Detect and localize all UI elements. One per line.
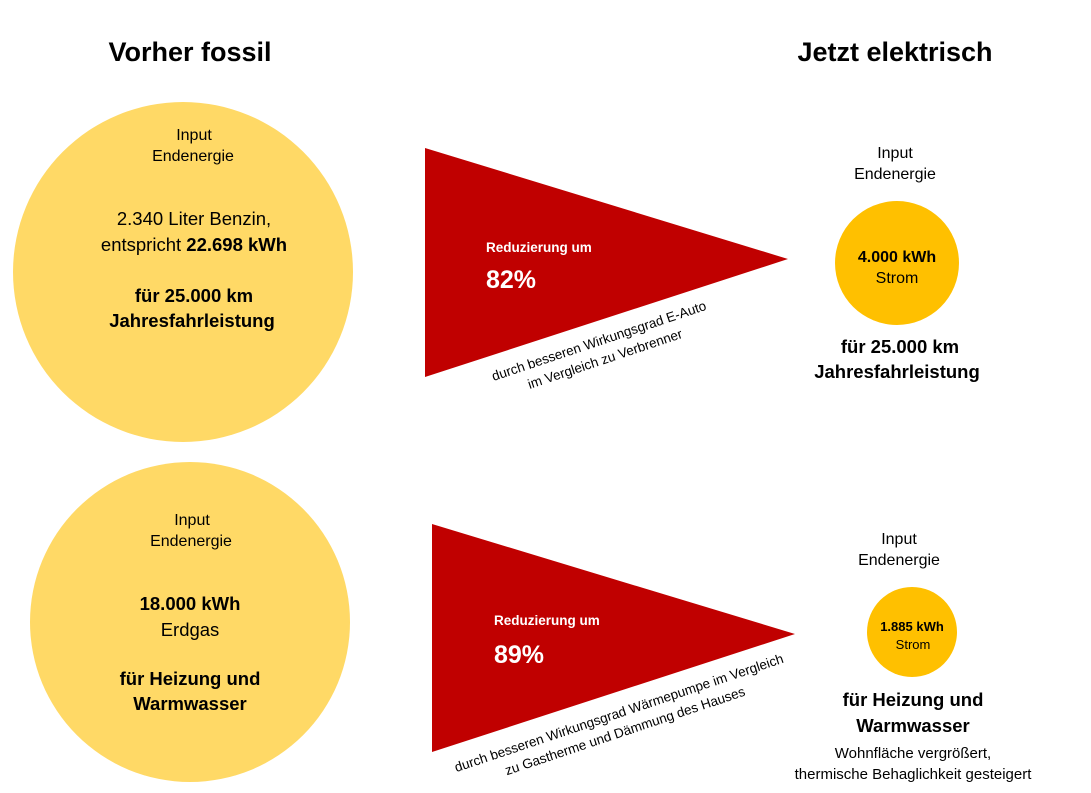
reduction-label: Reduzierung um — [486, 239, 592, 255]
input-label-sub: Endenergie — [152, 148, 234, 165]
purpose-line-1: für Heizung und — [119, 667, 261, 689]
reduction-label: Reduzierung um — [494, 612, 600, 628]
heating-shapes — [30, 462, 957, 782]
purpose-line-2: Warmwasser — [133, 692, 247, 714]
purpose-line-2: Jahresfahrleistung — [109, 309, 275, 331]
fossil-heating-energy-circle — [30, 462, 350, 782]
heating-reduction-triangle — [432, 524, 795, 752]
input-label-sub: Endenergie — [150, 533, 232, 550]
input-label: Input — [174, 512, 210, 529]
electric-heating-energy-circle — [867, 587, 957, 677]
heading-after: Jetzt elektrisch — [797, 37, 993, 67]
purpose-line-1: für Heizung und — [842, 688, 984, 710]
energy-carrier: Erdgas — [160, 618, 220, 640]
mobility-reduction-triangle — [425, 148, 788, 377]
note-line-2: thermische Behaglichkeit gesteigert — [794, 766, 1032, 783]
equivalent-prefix: entspricht — [100, 233, 182, 255]
reduction-percent: 82% — [486, 265, 537, 294]
energy-carrier: Strom — [895, 637, 931, 652]
electricity-amount: 1.885 kWh — [880, 619, 944, 634]
input-label-sub: Endenergie — [854, 166, 936, 183]
gasoline-equivalent-energy: entspricht 22.698 kWh — [101, 234, 287, 256]
purpose-line-1: für 25.000 km — [134, 284, 254, 306]
purpose-line-2: Jahresfahrleistung — [814, 360, 980, 382]
gas-amount: 18.000 kWh — [139, 592, 241, 614]
purpose-line-2: Warmwasser — [856, 714, 970, 736]
input-label: Input — [877, 145, 913, 162]
electricity-amount: 4.000 kWh — [857, 249, 937, 266]
equivalent-energy-value: 22.698 kWh — [186, 233, 288, 255]
heading-before: Vorher fossil — [108, 37, 272, 67]
fossil-mobility-energy-circle — [13, 102, 353, 442]
purpose-line-1: für 25.000 km — [840, 335, 960, 357]
electric-mobility-energy-circle — [835, 201, 959, 325]
gasoline-amount: 2.340 Liter Benzin, — [116, 207, 272, 229]
reduction-percent: 89% — [494, 640, 545, 669]
input-label-sub: Endenergie — [858, 552, 940, 569]
note-line-1: Wohnfläche vergrößert, — [834, 745, 992, 762]
input-label: Input — [176, 127, 212, 144]
mobility-shapes — [13, 102, 959, 442]
input-label: Input — [881, 531, 917, 548]
energy-carrier: Strom — [875, 270, 919, 287]
